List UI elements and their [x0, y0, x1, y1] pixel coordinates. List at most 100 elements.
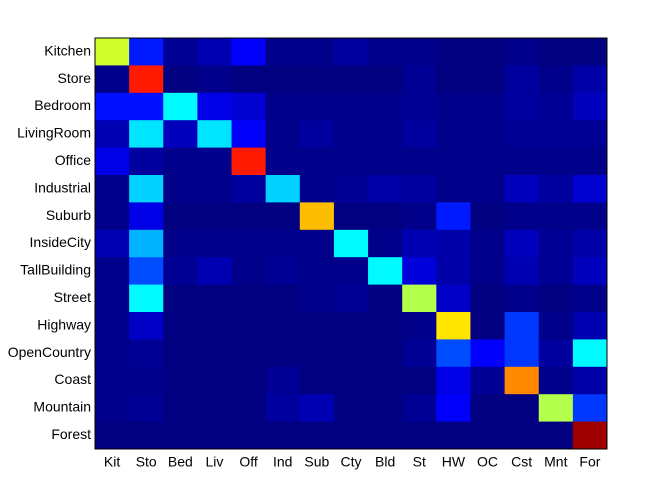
- heatmap-cell: [129, 394, 164, 423]
- heatmap-cell: [436, 147, 471, 176]
- heatmap-cell: [436, 394, 471, 423]
- heatmap-cell: [197, 394, 233, 423]
- heatmap-cell: [265, 421, 301, 450]
- heatmap-cell: [504, 229, 540, 258]
- heatmap-cell: [368, 38, 403, 66]
- heatmap-cell: [504, 175, 540, 203]
- heatmap-cell: [538, 202, 574, 231]
- heatmap-cell: [538, 147, 574, 176]
- x-tick-label: For: [579, 454, 600, 470]
- heatmap-cell: [402, 120, 437, 149]
- heatmap-cell: [197, 421, 233, 450]
- x-tick-label: OC: [477, 454, 498, 470]
- heatmap-cell: [95, 421, 130, 450]
- heatmap-cell: [129, 65, 164, 94]
- heatmap-cell: [163, 175, 198, 203]
- heatmap-cell: [163, 339, 198, 368]
- heatmap-cell: [538, 339, 574, 368]
- heatmap-cell: [402, 202, 437, 231]
- heatmap-cell: [470, 147, 506, 176]
- heatmap-cell: [299, 229, 335, 258]
- heatmap-cell: [368, 229, 403, 258]
- heatmap-cell: [197, 175, 233, 203]
- heatmap-cell: [436, 366, 471, 395]
- heatmap-cell: [572, 394, 608, 423]
- heatmap-cell: [265, 229, 301, 258]
- heatmap-cell: [197, 339, 233, 368]
- heatmap-cell: [163, 202, 198, 231]
- heatmap-cell: [436, 339, 471, 368]
- heatmap-cell: [572, 284, 608, 313]
- heatmap-cell: [129, 147, 164, 176]
- heatmap-cell: [129, 38, 164, 66]
- heatmap-cell: [299, 366, 335, 395]
- heatmap-cell: [197, 147, 233, 176]
- heatmap-cell: [436, 202, 471, 231]
- heatmap-cell: [197, 284, 233, 313]
- y-tick-label: Kitchen: [44, 42, 91, 58]
- heatmap-cell: [163, 394, 198, 423]
- heatmap-cell: [265, 120, 301, 149]
- y-tick-label: Forest: [51, 426, 91, 442]
- heatmap-cell: [299, 65, 335, 94]
- heatmap-cell: [402, 92, 437, 121]
- heatmap-cell: [95, 366, 130, 395]
- heatmap-cell: [504, 38, 540, 66]
- heatmap-cell: [504, 421, 540, 450]
- heatmap-cell: [572, 202, 608, 231]
- heatmap-cell: [368, 92, 403, 121]
- x-tick-label: Ind: [273, 454, 292, 470]
- heatmap-cell: [504, 257, 540, 286]
- heatmap-cell: [504, 366, 540, 395]
- heatmap-cell: [299, 202, 335, 231]
- heatmap-cell: [368, 339, 403, 368]
- x-tick-label: Liv: [206, 454, 224, 470]
- heatmap-cell: [436, 257, 471, 286]
- heatmap-cell: [231, 366, 267, 395]
- heatmap-cell: [333, 92, 369, 121]
- heatmap-cell: [504, 394, 540, 423]
- heatmap-cell: [163, 65, 198, 94]
- heatmap-cell: [538, 120, 574, 149]
- heatmap-cell: [572, 147, 608, 176]
- heatmap-cell: [231, 147, 267, 176]
- heatmap-cell: [368, 120, 403, 149]
- heatmap-cell: [299, 175, 335, 203]
- heatmap-cell: [95, 38, 130, 66]
- y-tick-label: Mountain: [33, 399, 91, 415]
- heatmap-cell: [538, 229, 574, 258]
- heatmap-cell: [333, 120, 369, 149]
- heatmap-cell: [129, 202, 164, 231]
- heatmap-cell: [504, 312, 540, 340]
- y-tick-label: InsideCity: [30, 234, 91, 250]
- heatmap-cell: [299, 312, 335, 340]
- heatmap-cell: [231, 202, 267, 231]
- heatmap-cell: [368, 147, 403, 176]
- y-tick-label: Office: [55, 152, 92, 168]
- heatmap-cell: [504, 339, 540, 368]
- heatmap-cell: [572, 421, 608, 450]
- heatmap-cell: [572, 92, 608, 121]
- heatmap-cell: [265, 284, 301, 313]
- heatmap-cell: [333, 339, 369, 368]
- heatmap-cell: [163, 257, 198, 286]
- x-tick-label: Kit: [104, 454, 120, 470]
- heatmap-cell: [504, 202, 540, 231]
- heatmap-cell: [470, 366, 506, 395]
- heatmap-cell: [436, 175, 471, 203]
- y-tick-label: Suburb: [46, 207, 91, 223]
- heatmap-cell: [333, 202, 369, 231]
- heatmap-cell: [368, 366, 403, 395]
- x-tick-label: Mnt: [544, 454, 567, 470]
- heatmap-cell: [470, 339, 506, 368]
- heatmap-cell: [95, 175, 130, 203]
- heatmap-cell: [368, 202, 403, 231]
- y-tick-label: Store: [58, 70, 92, 86]
- heatmap-cell: [231, 257, 267, 286]
- heatmap-cell: [572, 38, 608, 66]
- heatmap-cell: [402, 38, 437, 66]
- heatmap-cell: [504, 284, 540, 313]
- heatmap-cell: [572, 339, 608, 368]
- x-tick-label: Sto: [136, 454, 157, 470]
- heatmap-cell: [470, 202, 506, 231]
